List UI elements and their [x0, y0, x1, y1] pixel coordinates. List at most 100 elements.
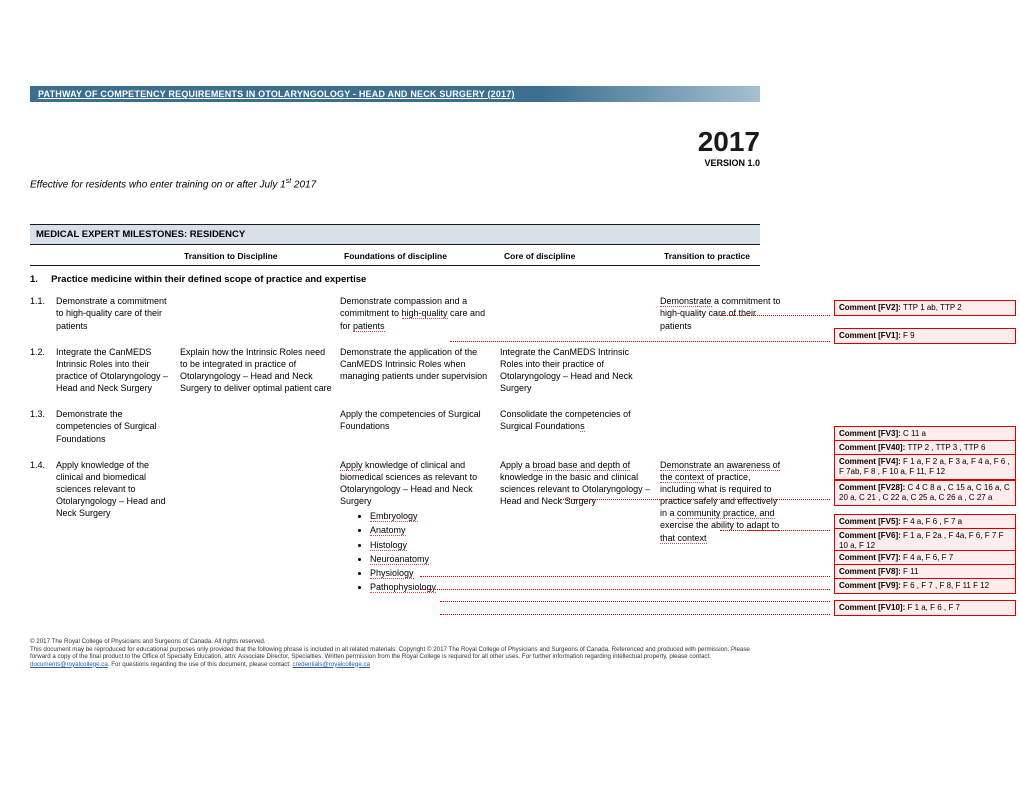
document-page: PATHWAY OF COMPETENCY REQUIREMENTS IN OT… [0, 0, 790, 624]
column-headers: Transition to Discipline Foundations of … [30, 245, 760, 266]
version: VERSION 1.0 [30, 158, 760, 168]
comment-connector [440, 601, 830, 602]
comment-id: Comment [FV2]: [839, 303, 903, 312]
cell-foundations: Apply the competencies of Surgical Found… [340, 408, 500, 444]
tracked-text: broad base and depth of [533, 460, 631, 471]
cell-core: Integrate the CanMEDS Intrinsic Roles in… [500, 346, 660, 395]
cell-transition-practice: Demonstrate a commitment to high-quality… [660, 295, 790, 331]
comment-text: TTP 2 , TTP 3 , TTP 6 [907, 443, 985, 452]
footer-email-link-2[interactable]: credentials@royalcollege.ca [293, 661, 370, 668]
milestone-row-1-3: 1.3. Demonstrate the competencies of Sur… [30, 404, 760, 454]
col-header-1: Transition to Discipline [180, 251, 340, 261]
t: exercise the ability to [660, 520, 747, 530]
comment-connector [720, 315, 830, 316]
cell-core: Consolidate the competencies of Surgical… [500, 408, 660, 444]
bullet-item: Anatomy [370, 523, 494, 537]
effective-date: Effective for residents who enter traini… [30, 178, 760, 190]
comment-box[interactable]: Comment [FV10]: F 1 a, F 6 , F 7 [834, 600, 1016, 616]
bullet-item: Pathophysiology [370, 580, 494, 594]
t: Apply a [500, 460, 533, 470]
tracked-text: s [580, 421, 585, 432]
comment-id: Comment [FV28]: [839, 483, 907, 492]
cell-transition-discipline [180, 408, 340, 444]
tracked-text: Demonstrate [660, 296, 712, 307]
cell-foundations: Demonstrate the application of the CanME… [340, 346, 500, 395]
comment-box[interactable]: Comment [FV28]: C 4 C 8 a , C 15 a, C 16… [834, 480, 1016, 506]
comment-id: Comment [FV5]: [839, 517, 903, 526]
tracked-text: Embryology [370, 511, 418, 522]
comment-connector [420, 589, 830, 590]
comment-box[interactable]: Comment [FV2]: TTP 1 ab, TTP 2 [834, 300, 1016, 316]
t: an [712, 460, 727, 470]
milestone-row-1-4: 1.4. Apply knowledge of the clinical and… [30, 455, 760, 604]
comment-box[interactable]: Comment [FV4]: F 1 a, F 2 a, F 3 a, F 4 … [834, 454, 1016, 480]
tracked-text: Neuroanatomy [370, 554, 429, 565]
col-header-4: Transition to practice [660, 251, 790, 261]
comment-box[interactable]: Comment [FV9]: F 6 , F 7 , F 8, F 11 F 1… [834, 578, 1016, 594]
section-header: MEDICAL EXPERT MILESTONES: RESIDENCY [30, 224, 760, 245]
comment-connector [450, 341, 830, 342]
comment-id: Comment [FV1]: [839, 331, 903, 340]
footer-line1: © 2017 The Royal College of Physicians a… [30, 638, 770, 645]
row-label: Apply knowledge of the clinical and biom… [56, 459, 174, 594]
row-num: 1.2. [30, 346, 52, 395]
tracked-text: Apply [340, 460, 363, 471]
row-num: 1.1. [30, 295, 52, 331]
comment-text: F 6 , F 7 , F 8, F 11 F 12 [903, 581, 989, 590]
practice-heading: 1. Practice medicine within their define… [30, 266, 760, 291]
comment-box[interactable]: Comment [FV1]: F 9 [834, 328, 1016, 344]
col-header-3: Core of discipline [500, 251, 660, 261]
comment-id: Comment [FV4]: [839, 457, 903, 466]
bullet-item: Physiology [370, 566, 494, 580]
comment-id: Comment [FV40]: [839, 443, 907, 452]
cell-foundations: Demonstrate compassion and a commitment … [340, 295, 500, 331]
comment-text: F 4 a, F 6, F 7 [903, 553, 953, 562]
cell-transition-practice: Demonstrate an awareness of the context … [660, 459, 790, 594]
title-bar: PATHWAY OF COMPETENCY REQUIREMENTS IN OT… [30, 86, 760, 102]
comment-connector [440, 614, 830, 615]
cell-core: Apply a broad base and depth of knowledg… [500, 459, 660, 594]
practice-text: Practice medicine within their defined s… [51, 274, 366, 285]
bullet-list: Embryology Anatomy Histology Neuroanatomy Ph… [340, 509, 494, 594]
comment-id: Comment [FV3]: [839, 429, 903, 438]
comment-text: F 9 [903, 331, 915, 340]
comment-text: F 1 a, F 6 , F 7 [907, 603, 959, 612]
cell-transition-discipline [180, 295, 340, 331]
cell-core [500, 295, 660, 331]
comment-id: Comment [FV10]: [839, 603, 907, 612]
comment-text: F 11 [903, 567, 918, 576]
bullet-item: Embryology [370, 509, 494, 523]
tracked-text: community practice, and [677, 508, 775, 519]
comment-connector [560, 499, 830, 500]
row-num: 1.3. [30, 408, 52, 444]
col-header-2: Foundations of discipline [340, 251, 500, 261]
tracked-text: Anatomy [370, 525, 406, 536]
row-label: Integrate the CanMEDS Intrinsic Roles in… [56, 346, 174, 395]
footer-email-link[interactable]: documents@royalcollege.ca [30, 661, 108, 668]
t: knowledge in the basic and clinical scie… [500, 472, 650, 506]
comment-text: TTP 1 ab, TTP 2 [903, 303, 962, 312]
cell-transition-discipline [180, 459, 340, 594]
tracked-text: high-quality [402, 308, 448, 319]
review-comments-pane: Comment [FV2]: TTP 1 ab, TTP 2Comment [F… [834, 300, 1016, 640]
comment-id: Comment [FV6]: [839, 531, 903, 540]
tracked-text: patients [353, 321, 385, 332]
practice-num: 1. [30, 274, 38, 285]
comment-text: C 11 a [903, 429, 926, 438]
tracked-text: Histology [370, 540, 407, 551]
cell-transition-practice [660, 408, 790, 444]
tracked-text: Physiology [370, 568, 414, 579]
milestone-row-1-2: 1.2. Integrate the CanMEDS Intrinsic Rol… [30, 342, 760, 405]
cell-transition-discipline: Explain how the Intrinsic Roles need to … [180, 346, 340, 395]
year-block: 2017 VERSION 1.0 [30, 126, 760, 168]
footer-line2a: This document may be reproduced for educ… [30, 646, 750, 660]
comment-id: Comment [FV7]: [839, 553, 903, 562]
effective-suffix: 2017 [291, 179, 316, 190]
comment-connector [420, 576, 830, 577]
cell-transition-practice [660, 346, 790, 395]
row-num: 1.4. [30, 459, 52, 594]
footer-line2b: . For questions regarding the use of thi… [108, 661, 293, 668]
row-label: Demonstrate a commitment to high-quality… [56, 295, 174, 331]
tracked-text: Demonstrate [660, 460, 712, 471]
tracked-text: Pathophysiology [370, 582, 436, 593]
